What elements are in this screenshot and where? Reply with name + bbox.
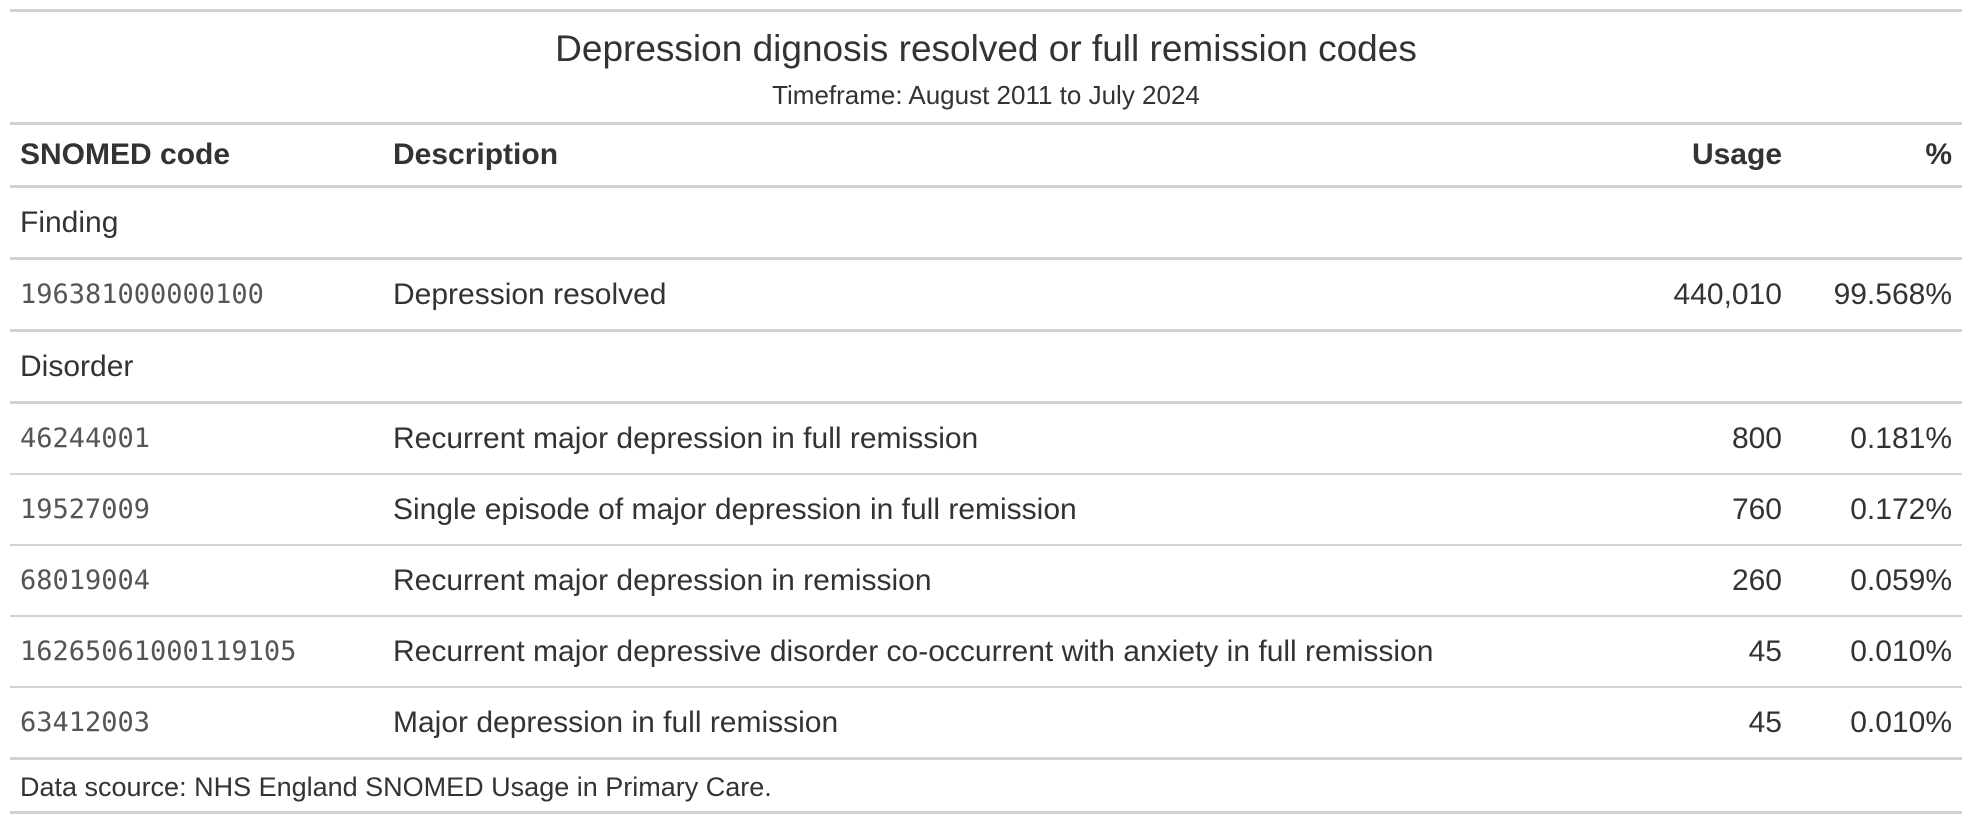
description-cell: Depression resolved: [383, 258, 1572, 332]
usage-cell: 800: [1572, 402, 1792, 475]
code-cell: 68019004: [10, 545, 383, 617]
percent-cell: 0.172%: [1792, 474, 1962, 546]
code-cell: 46244001: [10, 402, 383, 475]
code-cell: 19527009: [10, 474, 383, 546]
table-row: 46244001 Recurrent major depression in f…: [10, 402, 1962, 475]
description-cell: Recurrent major depression in full remis…: [383, 402, 1572, 475]
column-header-code: SNOMED code: [10, 122, 383, 188]
table-row: 196381000000100 Depression resolved 440,…: [10, 258, 1962, 332]
top-rule: [10, 9, 1962, 12]
column-header-description: Description: [383, 122, 1572, 188]
usage-cell: 45: [1572, 616, 1792, 688]
group-row-disorder: Disorder: [10, 330, 1962, 404]
percent-cell: 0.010%: [1792, 616, 1962, 688]
usage-cell: 760: [1572, 474, 1792, 546]
description-cell: Recurrent major depression in remission: [383, 545, 1572, 617]
group-label: Disorder: [10, 330, 1962, 404]
usage-cell: 45: [1572, 687, 1792, 760]
column-header-percent: %: [1792, 122, 1962, 188]
bottom-rule: [10, 811, 1962, 814]
code-cell: 16265061000119105: [10, 616, 383, 688]
group-row-finding: Finding: [10, 186, 1962, 260]
code-cell: 196381000000100: [10, 258, 383, 332]
group-label: Finding: [10, 186, 1962, 260]
column-header-usage: Usage: [1572, 122, 1792, 188]
description-cell: Major depression in full remission: [383, 687, 1572, 760]
table-row: 16265061000119105 Recurrent major depres…: [10, 616, 1962, 688]
header-row: SNOMED code Description Usage %: [10, 122, 1962, 188]
table-row: 63412003 Major depression in full remiss…: [10, 687, 1962, 760]
usage-cell: 440,010: [1572, 258, 1792, 332]
description-cell: Recurrent major depressive disorder co-o…: [383, 616, 1572, 688]
percent-cell: 0.059%: [1792, 545, 1962, 617]
usage-cell: 260: [1572, 545, 1792, 617]
percent-cell: 0.010%: [1792, 687, 1962, 760]
snomed-table: SNOMED code Description Usage % Finding …: [10, 122, 1962, 760]
table-row: 19527009 Single episode of major depress…: [10, 474, 1962, 546]
table-row: 68019004 Recurrent major depression in r…: [10, 545, 1962, 617]
percent-cell: 99.568%: [1792, 258, 1962, 332]
percent-cell: 0.181%: [1792, 402, 1962, 475]
code-cell: 63412003: [10, 687, 383, 760]
table-title: Depression dignosis resolved or full rem…: [555, 28, 1417, 69]
description-cell: Single episode of major depression in fu…: [383, 474, 1572, 546]
source-note: Data scource: NHS England SNOMED Usage i…: [20, 772, 772, 802]
table-container: Depression dignosis resolved or full rem…: [10, 9, 1962, 814]
table-subtitle: Timeframe: August 2011 to July 2024: [772, 80, 1200, 110]
